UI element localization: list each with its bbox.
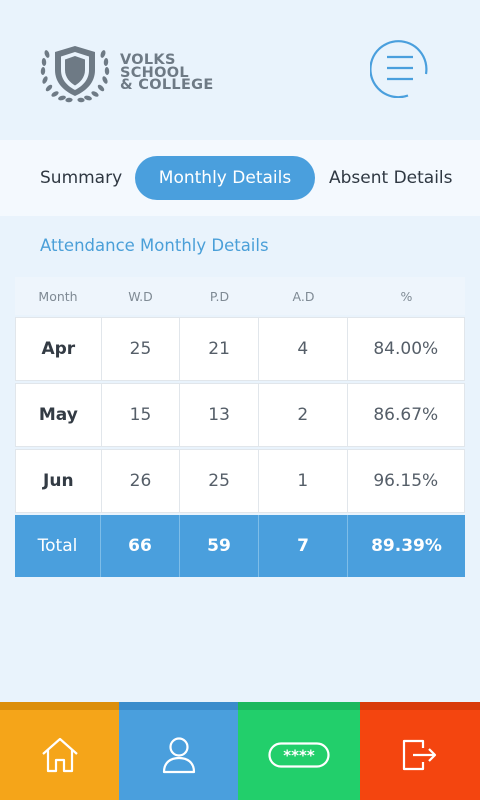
user-profile-icon	[162, 737, 195, 774]
brand-line-2: SCHOOL	[120, 64, 189, 81]
nav-stripe	[0, 702, 119, 710]
total-label: Total	[15, 515, 101, 577]
shield-laurel-icon	[40, 46, 110, 103]
cell-month: Jun	[16, 450, 102, 512]
svg-text:****: ****	[283, 747, 315, 765]
nav-profile-button[interactable]	[119, 702, 238, 800]
cell-present-days: 13	[180, 384, 259, 446]
table-row: May 15 13 2 86.67%	[15, 383, 465, 447]
header-percentage: %	[400, 288, 413, 304]
cell-working-days: 15	[102, 384, 181, 446]
total-present-days: 59	[180, 515, 259, 577]
brand-name: VOLKS SCHOOL & COLLEGE	[120, 52, 214, 93]
tab-monthly-details[interactable]: Monthly Details	[135, 156, 315, 200]
tab-absent-details[interactable]: Absent Details	[329, 168, 453, 188]
cell-present-days: 25	[180, 450, 259, 512]
header-absent-days: A.D	[292, 288, 315, 304]
total-working-days: 66	[101, 515, 180, 577]
header-present-days: P.D	[209, 288, 230, 304]
nav-logout-button[interactable]	[360, 702, 480, 800]
attendance-table: Month W.D P.D A.D % Apr 25 21 4 84.00% M…	[15, 277, 465, 577]
total-absent-days: 7	[259, 515, 348, 577]
tab-summary[interactable]: Summary	[40, 168, 123, 188]
cell-absent-days: 2	[259, 384, 348, 446]
total-percentage: 89.39%	[371, 536, 442, 556]
cell-month: Apr	[16, 318, 102, 380]
home-icon	[41, 737, 78, 773]
tab-bar: Summary Monthly Details Absent Details	[0, 140, 480, 216]
table-header: Month W.D P.D A.D %	[15, 277, 465, 315]
section-title: Attendance Monthly Details	[40, 236, 269, 255]
cell-absent-days: 4	[259, 318, 348, 380]
logout-icon	[402, 739, 437, 771]
nav-stripe	[119, 702, 238, 710]
cell-working-days: 25	[102, 318, 181, 380]
cell-present-days: 21	[180, 318, 259, 380]
brand-line-3: & COLLEGE	[120, 77, 214, 93]
header-month: Month	[38, 288, 78, 304]
cell-absent-days: 1	[259, 450, 348, 512]
table-row: Jun 26 25 1 96.15%	[15, 449, 465, 513]
cell-month: May	[16, 384, 102, 446]
cell-percentage: 86.67%	[373, 405, 439, 425]
nav-stripe	[238, 702, 360, 710]
cell-working-days: 26	[102, 450, 181, 512]
table-row: Apr 25 21 4 84.00%	[15, 317, 465, 381]
table-total-row: Total 66 59 7 89.39%	[15, 515, 465, 577]
cell-percentage: 84.00%	[373, 339, 439, 359]
app-header: VOLKS SCHOOL & COLLEGE	[0, 0, 480, 140]
hamburger-menu-icon[interactable]	[370, 38, 430, 98]
nav-stripe	[360, 702, 480, 710]
bottom-nav: ****	[0, 702, 480, 800]
brand-line-1: VOLKS	[120, 52, 176, 68]
password-icon: ****	[268, 742, 330, 768]
nav-password-button[interactable]: ****	[238, 702, 360, 800]
cell-percentage: 96.15%	[373, 471, 439, 491]
header-working-days: W.D	[128, 288, 153, 304]
nav-home-button[interactable]	[0, 702, 119, 800]
